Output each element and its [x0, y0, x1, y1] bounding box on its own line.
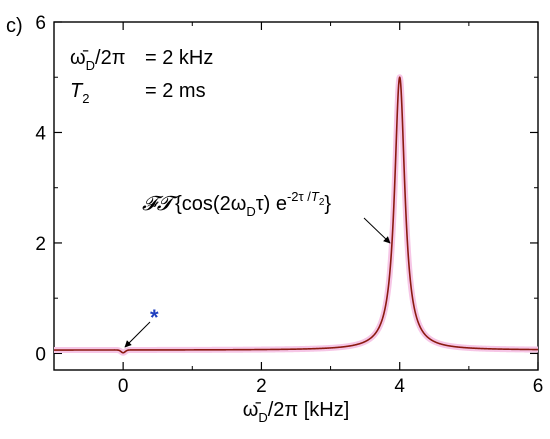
artifact-star: *	[150, 305, 159, 330]
ft-cos-part: cos(2ω	[182, 193, 247, 215]
ft-exponent-T: T	[311, 189, 320, 204]
y-tick-label: 2	[35, 234, 46, 255]
curve-glow	[51, 74, 541, 356]
y-tick-label: 6	[35, 13, 46, 34]
param-omega-suffix: /2π	[95, 47, 125, 69]
param-omega-value: = 2 kHz	[145, 47, 213, 69]
panel-label: c)	[6, 15, 23, 37]
x-axis-label: ω̄D/2π [kHz]	[243, 399, 350, 425]
ft-annotation: 𝓕𝓣 {cos(2ωDτ) e-2τ /T2}	[142, 189, 331, 219]
spectrum-curve	[53, 76, 539, 354]
ft-exponent-sub: 2	[319, 197, 325, 208]
ft-arrow	[363, 217, 391, 244]
param-omega-sub: D	[86, 58, 95, 73]
ft-open-brace: {	[175, 193, 182, 215]
ft-exponent: -2τ /	[287, 189, 311, 204]
y-tick-label: 0	[35, 344, 46, 365]
star-arrow	[124, 321, 151, 348]
ft-operator: 𝓕𝓣	[142, 191, 179, 215]
parameter-block: ω̄D/2π = 2 kHz T2 = 2 ms	[70, 47, 213, 106]
ft-close-brace: }	[324, 193, 331, 215]
x-tick-label: 2	[256, 376, 267, 397]
param-omega-line: ω̄D/2π	[70, 47, 126, 73]
param-t2-value: = 2 ms	[145, 80, 206, 102]
plot-frame	[53, 21, 539, 371]
param-t2-symbol: T	[70, 80, 84, 102]
tick-labels: 0 2 4 6 0 2 4 6	[35, 13, 543, 397]
y-tick-label: 4	[35, 123, 46, 144]
x-tick-label: 4	[394, 376, 405, 397]
ft-tau-part: τ) e	[256, 193, 287, 215]
tick-marks	[53, 21, 539, 370]
param-omega-symbol: ω̄	[70, 47, 89, 69]
x-tick-label: 0	[118, 376, 129, 397]
x-axis-sub: D	[258, 410, 267, 425]
ft-omega-sub: D	[246, 204, 255, 219]
x-axis-symbol: ω̄	[243, 399, 262, 421]
x-tick-label: 6	[533, 376, 544, 397]
param-t2-line: T2	[70, 80, 89, 106]
x-axis-rest: /2π [kHz]	[268, 399, 350, 421]
param-t2-sub: 2	[82, 91, 89, 106]
